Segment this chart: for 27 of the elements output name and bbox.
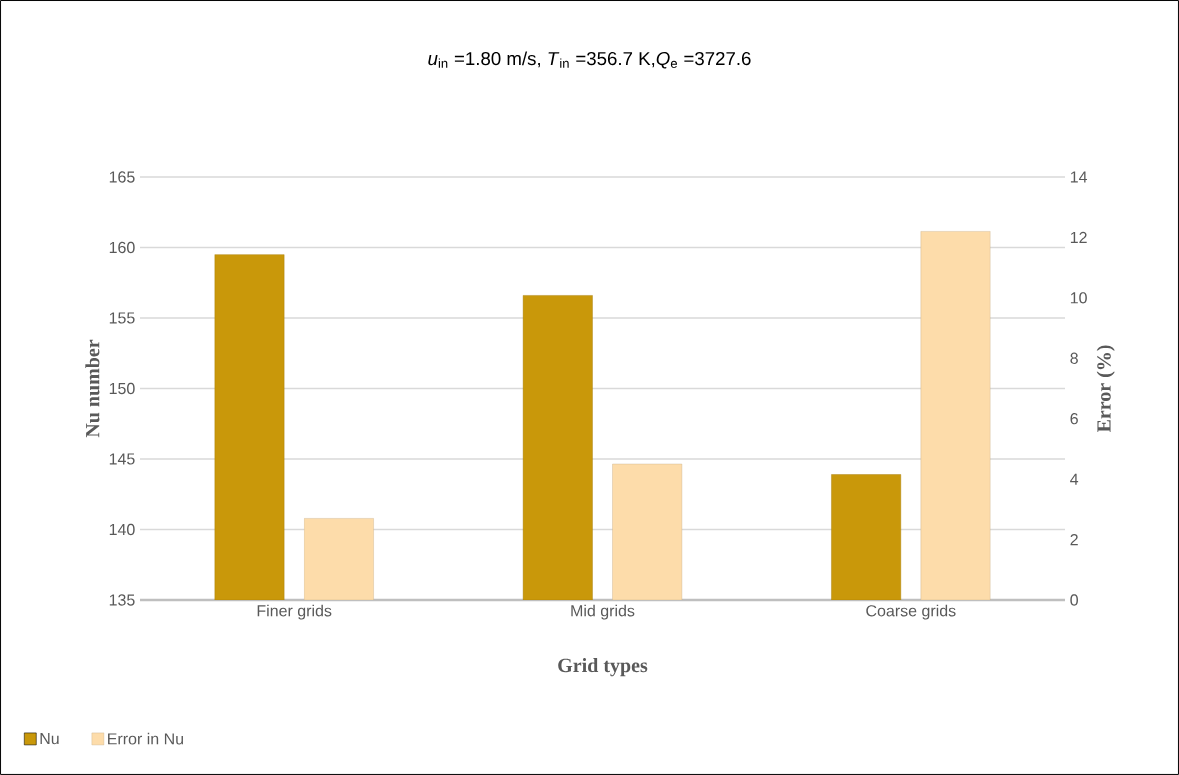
y2-tick-label: 2 <box>1070 533 1078 546</box>
y-tick-label: 165 <box>109 171 135 183</box>
chart-title: u$_{in}$ =1.80 m/s, T$_{in}$ =356.7 K,Q$_{e}$ =3727.6 <box>428 51 751 69</box>
y-tick-label: 135 <box>109 594 135 606</box>
y-axis-title: Nu number <box>85 339 100 438</box>
y2-tick-label: 6 <box>1070 413 1078 425</box>
y2-tick-label: 4 <box>1070 473 1079 485</box>
x-tick-label: Finer grids <box>257 604 332 620</box>
legend-label: Nu <box>40 733 59 745</box>
y2-tick-label: 14 <box>1070 171 1088 183</box>
x-tick-label: Mid grids <box>571 604 635 620</box>
y-tick-label: 155 <box>109 312 135 324</box>
y2-tick-label: 10 <box>1070 292 1087 304</box>
y2-axis-title: Error (%) <box>1096 345 1115 433</box>
x-axis-title: Grid types <box>558 658 648 677</box>
legend-label: Error in Nu <box>108 732 184 745</box>
y-tick-label: 160 <box>109 241 135 254</box>
bar <box>612 463 683 600</box>
y2-tick-label: 12 <box>1070 231 1087 244</box>
bar <box>303 518 374 600</box>
y-tick-label: 140 <box>109 523 135 536</box>
x-tick-label: Coarse grids <box>866 604 956 620</box>
y-tick-label: 145 <box>109 453 135 465</box>
y2-tick-label: 0 <box>1070 594 1078 606</box>
y-tick-label: 150 <box>109 382 135 395</box>
y2-tick-label: 8 <box>1070 352 1078 364</box>
bar <box>920 231 991 600</box>
